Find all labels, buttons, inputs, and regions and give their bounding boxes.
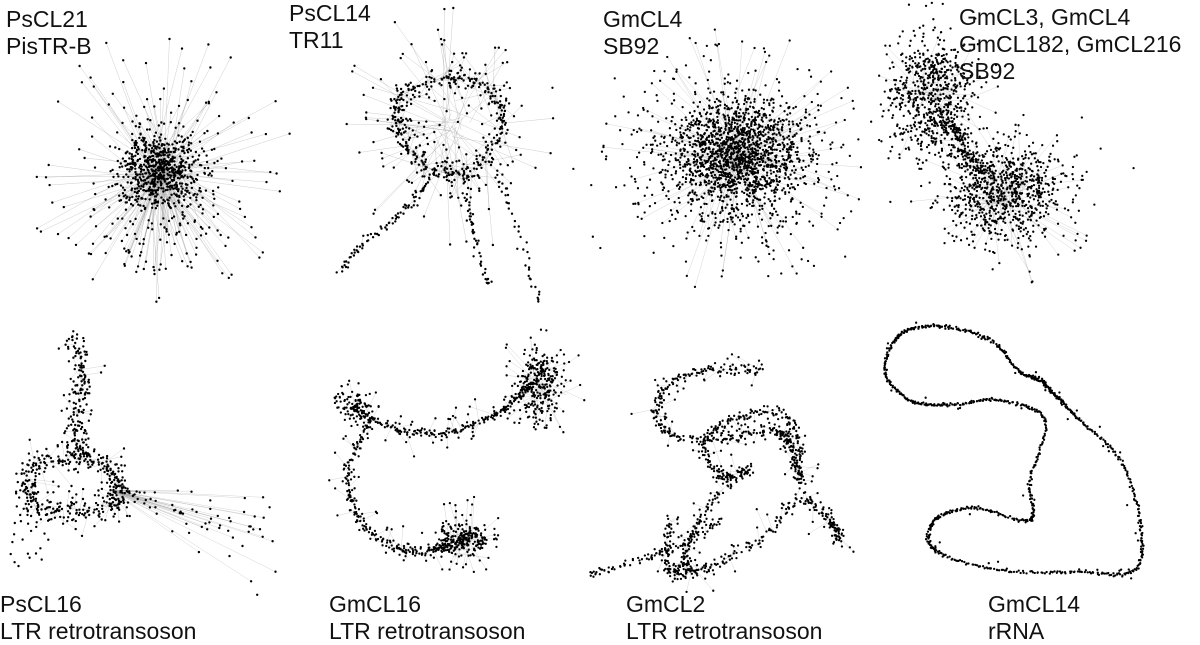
label-gm-cl14: GmCL14 rRNA: [988, 591, 1080, 645]
graph-nodes: [35, 37, 291, 303]
label-line: LTR retrotransoson: [0, 618, 197, 644]
graph-nodes: [589, 353, 855, 594]
label-line: SB92: [959, 58, 1016, 84]
label-ps-cl16: PsCL16 LTR retrotransoson: [0, 591, 196, 645]
label-line: LTR retrotransoson: [329, 618, 526, 644]
label-line: PsCL16: [0, 591, 82, 617]
graph-ps-cl14: [335, 6, 555, 303]
label-line: PisTR-B: [6, 33, 92, 59]
graph-gm-cl3-cl4-cl182-cl216: [869, 1, 1135, 284]
graph-nodes: [9, 330, 277, 596]
graph-gm-cl14: [883, 321, 1145, 580]
graph-nodes: [869, 1, 1135, 284]
label-line: GmCL4: [603, 6, 683, 32]
label-line: PsCL14: [289, 0, 371, 26]
label-line: GmCL14: [988, 591, 1081, 617]
graph-ps-cl21: [35, 37, 291, 303]
label-line: GmCL2: [626, 591, 706, 617]
graph-ps-cl16: [9, 330, 277, 596]
graph-edges: [329, 337, 585, 572]
label-gm-cl2: GmCL2 LTR retrotransoson: [626, 591, 822, 645]
graph-gm-cl16: [328, 328, 586, 574]
label-line: TR11: [289, 27, 344, 53]
graph-gm-cl4: [551, 28, 904, 289]
graph-nodes: [551, 28, 904, 289]
label-gm-cl16: GmCL16 LTR retrotransoson: [329, 591, 525, 645]
label-line: GmCL3, GmCL4: [959, 4, 1131, 30]
label-ps-cl21: PsCL21 PisTR-B: [6, 6, 92, 60]
label-gm-cl3-group: GmCL3, GmCL4 GmCL182, GmCL216 SB92: [959, 4, 1181, 85]
label-line: PsCL21: [6, 6, 88, 32]
label-line: GmCL182, GmCL216: [959, 31, 1182, 57]
label-line: SB92: [603, 33, 660, 59]
label-line: GmCL16: [329, 591, 422, 617]
graph-nodes: [883, 321, 1145, 580]
label-gm-cl4: GmCL4 SB92: [603, 6, 682, 60]
label-ps-cl14: PsCL14 TR11: [289, 0, 371, 54]
label-line: LTR retrotransoson: [626, 618, 823, 644]
label-line: rRNA: [988, 618, 1045, 644]
graph-nodes: [328, 328, 586, 574]
graph-gm-cl2: [589, 353, 855, 594]
graph-edges: [16, 336, 276, 582]
